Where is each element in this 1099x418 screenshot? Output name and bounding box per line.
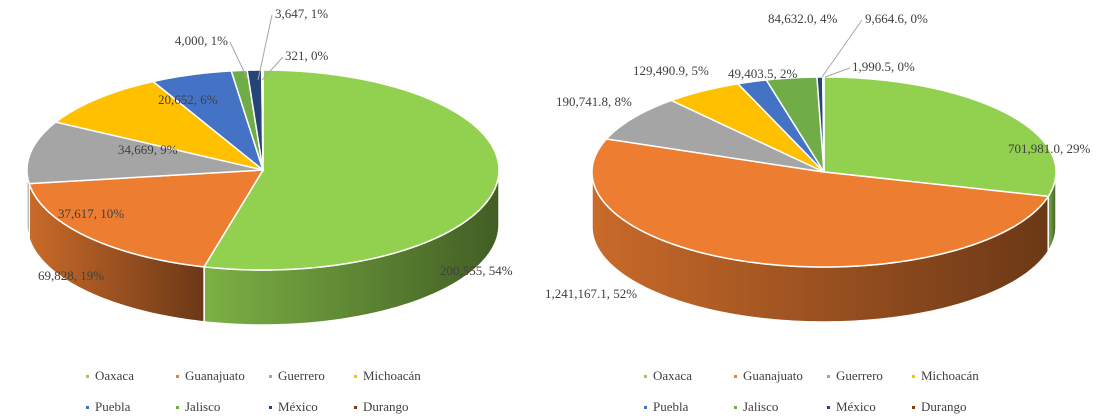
slice bbox=[26, 121, 264, 185]
legend-label: Guanajuato bbox=[185, 368, 245, 383]
data-label: 37,617, 10% bbox=[58, 206, 124, 221]
legend-marker bbox=[827, 406, 830, 409]
legend-marker bbox=[86, 406, 89, 409]
legend-marker bbox=[354, 375, 357, 378]
legend-marker bbox=[269, 375, 272, 378]
legend-label: Guerrero bbox=[836, 368, 883, 383]
legend-label: Michoacán bbox=[363, 368, 421, 383]
legend-label: Jalisco bbox=[185, 399, 220, 414]
slice bbox=[28, 169, 265, 268]
leader-line bbox=[824, 67, 851, 78]
legend-marker bbox=[354, 406, 357, 409]
data-label: 34,669, 9% bbox=[118, 142, 178, 157]
data-label: 69,828, 19% bbox=[38, 268, 104, 283]
leader-line bbox=[261, 56, 284, 81]
legend-marker bbox=[269, 406, 272, 409]
slice bbox=[604, 99, 825, 173]
data-label: 190,741.8, 8% bbox=[556, 94, 632, 109]
data-label: 84,632.0, 4% bbox=[768, 11, 838, 26]
legend-label: Oaxaca bbox=[653, 368, 692, 383]
slice bbox=[591, 138, 1050, 268]
data-label: 321, 0% bbox=[285, 48, 329, 63]
data-label: 1,241,167.1, 52% bbox=[545, 286, 637, 301]
data-label: 9,664.6, 0% bbox=[865, 11, 928, 26]
slice bbox=[54, 80, 264, 171]
slice bbox=[823, 76, 1057, 198]
slice bbox=[202, 69, 500, 271]
leader-line bbox=[821, 19, 863, 78]
legend-marker bbox=[734, 406, 737, 409]
data-label: 1,990.5, 0% bbox=[852, 59, 915, 74]
legend-label: Durango bbox=[921, 399, 967, 414]
slice bbox=[822, 76, 825, 173]
legend-marker bbox=[912, 375, 915, 378]
legend-label: México bbox=[278, 399, 318, 414]
data-label: 49,403.5, 2% bbox=[728, 66, 798, 81]
legend-marker bbox=[176, 406, 179, 409]
legend-marker bbox=[644, 375, 647, 378]
slice bbox=[736, 79, 825, 173]
data-label: 4,000, 1% bbox=[175, 33, 228, 48]
legend-label: Durango bbox=[363, 399, 409, 414]
legend-label: México bbox=[836, 399, 876, 414]
data-label: 20,652, 6% bbox=[158, 92, 218, 107]
legend-label: Guanajuato bbox=[743, 368, 803, 383]
legend-marker bbox=[644, 406, 647, 409]
slice bbox=[151, 70, 265, 173]
legend-marker bbox=[827, 375, 830, 378]
legend-label: Guerrero bbox=[278, 368, 325, 383]
legend-label: Jalisco bbox=[743, 399, 778, 414]
data-label: 129,490.9, 5% bbox=[633, 63, 709, 78]
slice bbox=[765, 76, 825, 173]
legend-label: Puebla bbox=[95, 399, 131, 414]
legend-label: Oaxaca bbox=[95, 368, 134, 383]
slice bbox=[260, 69, 264, 171]
legend-marker bbox=[734, 375, 737, 378]
data-label: 701,981.0, 29% bbox=[1008, 141, 1091, 156]
data-label: 200,555, 54% bbox=[440, 263, 513, 278]
legend-marker bbox=[176, 375, 179, 378]
legend-marker bbox=[912, 406, 915, 409]
leader-line bbox=[257, 14, 273, 81]
data-label: 3,647, 1% bbox=[275, 6, 328, 21]
leader-line bbox=[229, 41, 249, 81]
legend-label: Michoacán bbox=[921, 368, 979, 383]
legend-label: Puebla bbox=[653, 399, 689, 414]
legend-marker bbox=[86, 375, 89, 378]
slice bbox=[669, 82, 825, 173]
